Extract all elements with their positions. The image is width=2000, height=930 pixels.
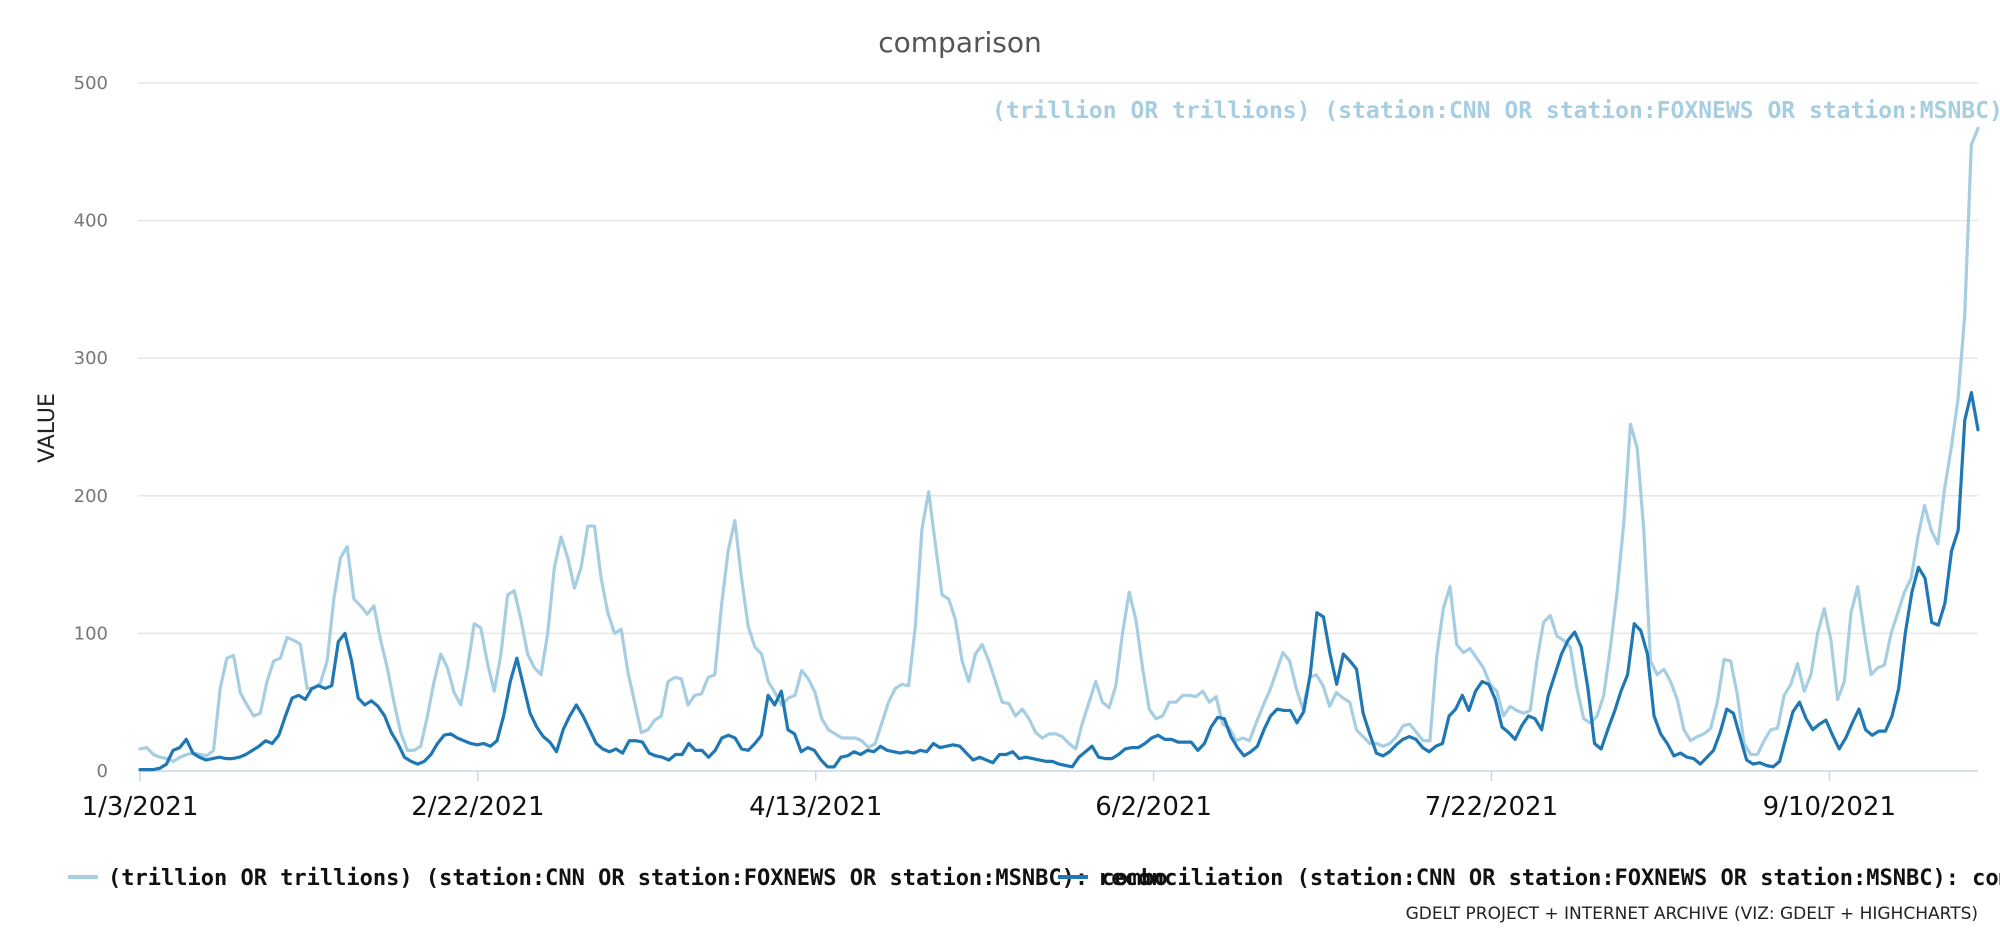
series-line-trillion[interactable]	[138, 126, 1980, 763]
x-tick-label: 6/2/2021	[1095, 792, 1212, 822]
x-axis: 1/3/2021 2/22/2021 4/13/2021 6/2/2021 7/22/2…	[82, 770, 1978, 822]
credit-text: GDELT PROJECT + INTERNET ARCHIVE (VIZ: G…	[1406, 904, 1978, 924]
x-tick-label: 9/10/2021	[1763, 792, 1896, 822]
chart-title: comparison	[878, 26, 1042, 59]
y-tick-label: 500	[74, 73, 108, 94]
legend-label-trillion: (trillion OR trillions) (station:CNN OR …	[108, 866, 1168, 891]
y-tick-label: 300	[74, 348, 108, 369]
y-tick-label: 100	[74, 623, 108, 644]
legend-item-trillion[interactable]: (trillion OR trillions) (station:CNN OR …	[68, 866, 1168, 891]
gridlines	[138, 82, 1978, 635]
legend-item-reconciliation[interactable]: reconciliation (station:CNN OR station:F…	[1058, 866, 2000, 891]
y-tick-label: 0	[97, 761, 108, 782]
y-axis-label: VALUE	[35, 393, 60, 463]
series-end-label: (trillion OR trillions) (station:CNN OR …	[992, 98, 2000, 124]
x-tick-label: 4/13/2021	[749, 792, 882, 822]
legend: (trillion OR trillions) (station:CNN OR …	[68, 866, 2000, 891]
x-tick-label: 2/22/2021	[411, 792, 544, 822]
series-lines	[138, 126, 1980, 772]
legend-label-reconciliation: reconciliation (station:CNN OR station:F…	[1098, 866, 2000, 891]
x-tick-label: 1/3/2021	[82, 792, 199, 822]
y-axis-ticks: 0 100 200 300 400 500	[74, 73, 108, 782]
series-line-reconciliation[interactable]	[138, 391, 1980, 772]
y-tick-label: 400	[74, 211, 108, 232]
y-tick-label: 200	[74, 486, 108, 507]
x-tick-label: 7/22/2021	[1425, 792, 1558, 822]
